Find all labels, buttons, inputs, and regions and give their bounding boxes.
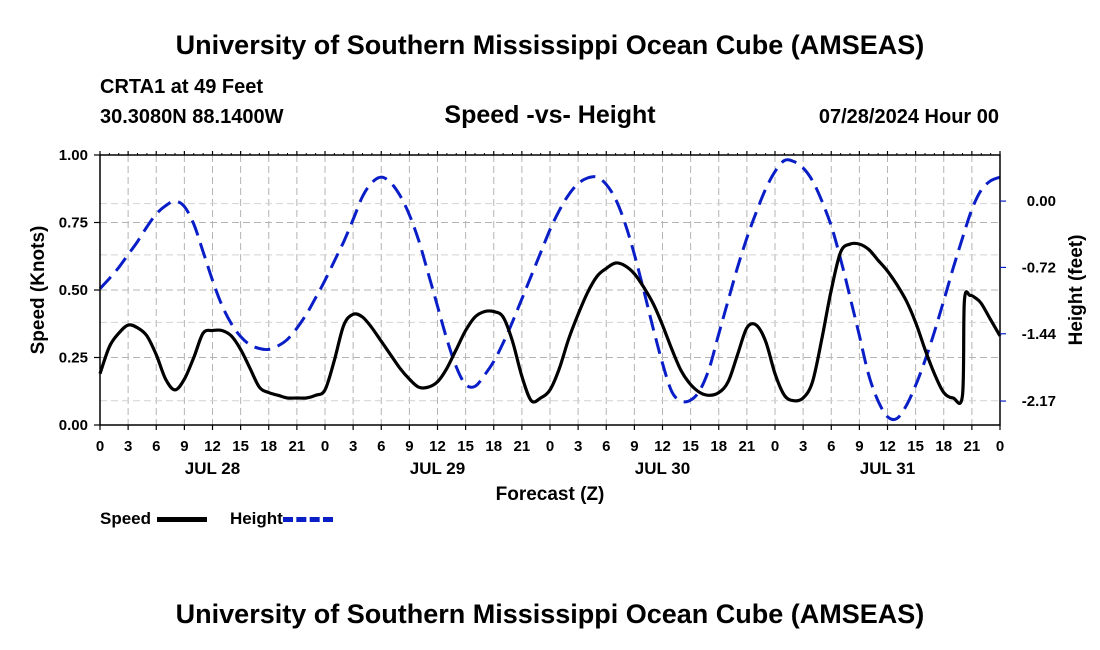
axes: 0 3 6 9 12 15 18 21 0 3 6 9 12 15 18 21 0 3 6 9 12 15 18 21 0 3 6 9… <box>59 147 1057 478</box>
x-tick-label: 3 <box>574 438 582 455</box>
x-tick-label: 12 <box>429 438 446 455</box>
station-label: CRTA1 at 49 Feet <box>100 76 264 98</box>
x-tick-label: 3 <box>124 438 132 455</box>
x-tick-label: 0 <box>96 438 104 455</box>
y-tick-label: 0.00 <box>59 417 88 434</box>
y2-tick-label: -2.17 <box>1022 393 1056 410</box>
date-label: JUL 29 <box>410 459 465 478</box>
legend: Speed Height <box>100 509 333 529</box>
grid <box>100 155 1000 425</box>
x-tick-label: 9 <box>405 438 413 455</box>
x-tick-label: 0 <box>771 438 779 455</box>
date-label: JUL 28 <box>185 459 240 478</box>
x-tick-label: 3 <box>349 438 357 455</box>
chart-title: Speed -vs- Height <box>444 101 656 129</box>
y2-axis-label: Height (feet) <box>1066 235 1087 346</box>
x-tick-label: 3 <box>799 438 807 455</box>
legend-height-label: Height <box>229 509 283 528</box>
x-tick-label: 0 <box>546 438 554 455</box>
x-tick-label: 21 <box>964 438 981 455</box>
speed-height-chart: 0 3 6 9 12 15 18 21 0 3 6 9 12 15 18 21 0 3 6 9 12 15 18 21 0 3 6 9… <box>28 147 1087 505</box>
legend-speed-label: Speed <box>100 509 152 528</box>
x-tick-label: 12 <box>879 438 896 455</box>
x-tick-label: 18 <box>260 438 277 455</box>
speed-series-line <box>98 241 1002 405</box>
x-tick-label: 15 <box>682 438 699 455</box>
height-series-line <box>98 158 1001 422</box>
page-title: University of Southern Mississippi Ocean… <box>175 30 925 60</box>
x-tick-label: 18 <box>485 438 502 455</box>
x-tick-label: 6 <box>152 438 160 455</box>
footer-title: University of Southern Mississippi Ocean… <box>175 599 925 629</box>
x-tick-label: 15 <box>907 438 924 455</box>
y2-tick-label: 0.00 <box>1027 193 1056 210</box>
y2-tick-label: -1.44 <box>1022 326 1057 343</box>
x-tick-label: 9 <box>630 438 638 455</box>
date-label: JUL 30 <box>635 459 690 478</box>
x-tick-label: 15 <box>232 438 249 455</box>
date-label: 07/28/2024 Hour 00 <box>818 106 999 128</box>
legend-speed-swatch <box>157 517 208 523</box>
x-tick-label: 21 <box>289 438 306 455</box>
y-tick-label: 0.50 <box>59 282 88 299</box>
y-tick-label: 0.75 <box>59 215 88 232</box>
x-tick-label: 18 <box>935 438 952 455</box>
y-tick-label: 1.00 <box>59 147 88 164</box>
x-tick-label: 21 <box>514 438 531 455</box>
y-tick-label: 0.25 <box>59 350 88 367</box>
y-axis-label: Speed (Knots) <box>28 226 49 355</box>
x-tick-label: 0 <box>996 438 1004 455</box>
y2-tick-label: -0.72 <box>1022 259 1056 276</box>
x-tick-label: 12 <box>654 438 671 455</box>
date-label: JUL 31 <box>860 459 915 478</box>
x-tick-label: 15 <box>457 438 474 455</box>
x-tick-label: 21 <box>739 438 756 455</box>
x-tick-label: 0 <box>321 438 329 455</box>
x-tick-label: 18 <box>710 438 727 455</box>
x-tick-label: 6 <box>377 438 385 455</box>
x-tick-label: 9 <box>180 438 188 455</box>
x-tick-label: 6 <box>602 438 610 455</box>
coordinates-label: 30.3080N 88.1400W <box>100 106 284 128</box>
x-axis-label: Forecast (Z) <box>496 484 605 505</box>
legend-height-swatch <box>282 517 333 523</box>
series <box>98 158 1002 422</box>
x-tick-label: 6 <box>827 438 835 455</box>
x-tick-label: 12 <box>204 438 221 455</box>
x-tick-label: 9 <box>855 438 863 455</box>
